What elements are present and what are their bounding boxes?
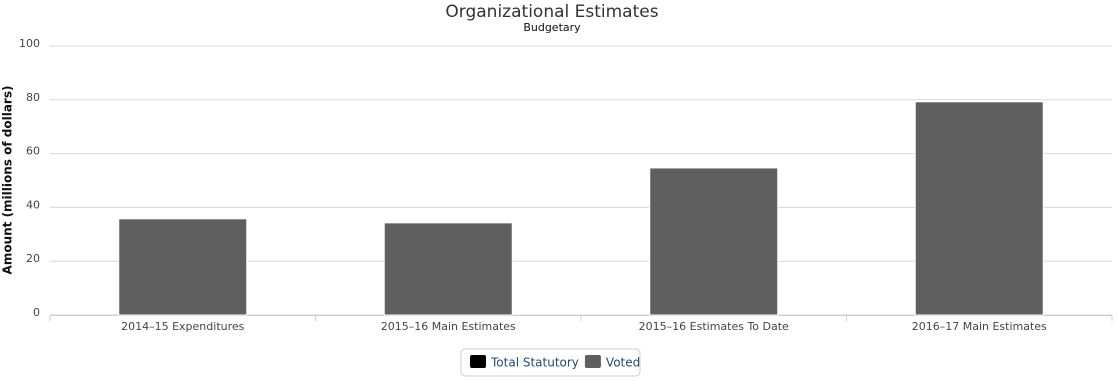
- bar: [118, 217, 248, 220]
- chart-subtitle: Budgetary: [523, 21, 581, 34]
- y-tick-label: 60: [26, 145, 40, 158]
- y-tick-label: 0: [33, 306, 40, 319]
- legend-label[interactable]: Voted: [606, 356, 640, 370]
- y-axis-title: Amount (millions of dollars): [1, 86, 15, 275]
- bar: [383, 222, 513, 316]
- x-tick-label: 2015–16 Main Estimates: [381, 320, 516, 333]
- bar: [118, 218, 248, 316]
- y-tick-label: 20: [26, 252, 40, 265]
- bar: [914, 101, 1044, 316]
- bar: [383, 221, 513, 224]
- bar: [649, 166, 779, 169]
- bar: [649, 167, 779, 316]
- y-tick-label: 40: [26, 198, 40, 211]
- legend-label[interactable]: Total Statutory: [490, 356, 579, 370]
- x-tick-label: 2014–15 Expenditures: [121, 320, 245, 333]
- x-tick-label: 2016–17 Main Estimates: [912, 320, 1047, 333]
- x-tick-label: 2015–16 Estimates To Date: [639, 320, 789, 333]
- y-tick-label: 80: [26, 91, 40, 104]
- y-tick-label: 100: [19, 37, 40, 50]
- legend-swatch[interactable]: [470, 355, 486, 368]
- chart-title: Organizational Estimates: [445, 2, 658, 22]
- bar: [914, 100, 1044, 103]
- legend-swatch[interactable]: [584, 355, 601, 368]
